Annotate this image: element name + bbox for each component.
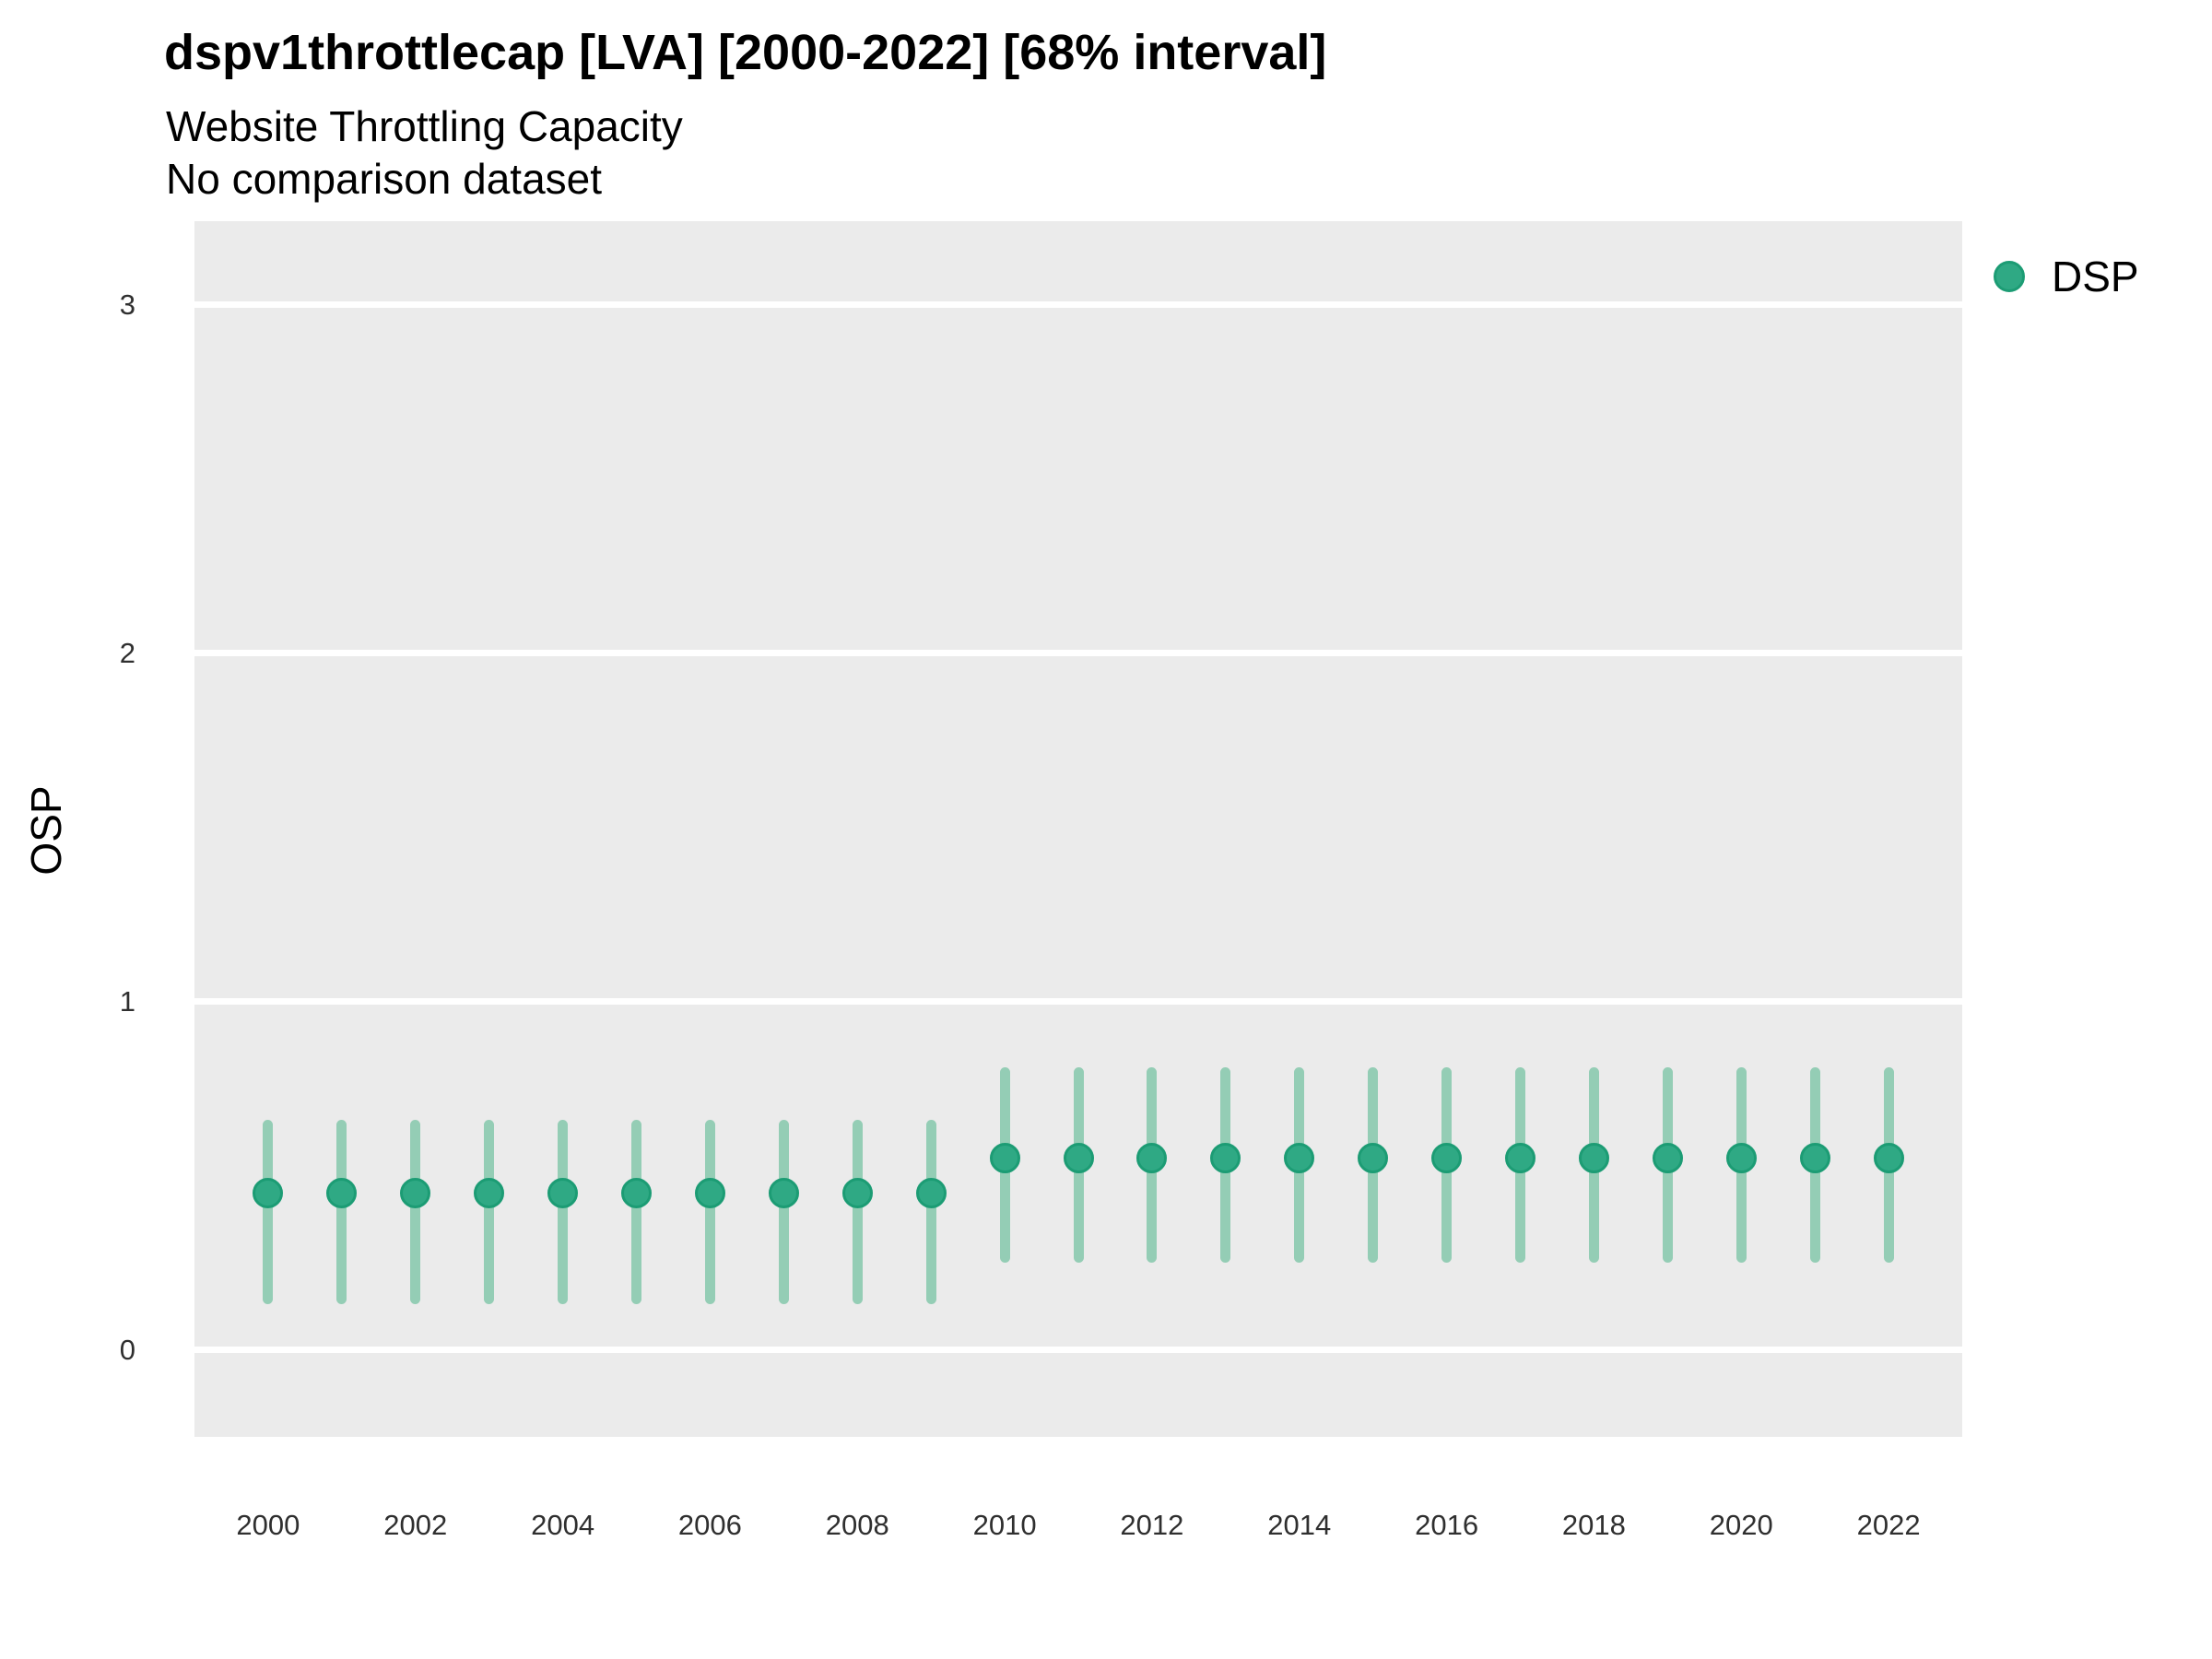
interval-bar bbox=[410, 1120, 421, 1305]
x-tick-label: 2018 bbox=[1561, 1509, 1626, 1541]
point-marker bbox=[474, 1177, 505, 1208]
interval-bar bbox=[484, 1120, 495, 1305]
x-tick-label: 2004 bbox=[531, 1509, 595, 1541]
y-tick-label: 3 bbox=[119, 288, 135, 321]
chart-subtitle: Website Throttling Capacity bbox=[166, 102, 683, 150]
y-axis-title: OSP bbox=[22, 785, 70, 876]
point-marker bbox=[1652, 1143, 1683, 1174]
point-marker bbox=[1431, 1143, 1463, 1174]
point-marker bbox=[694, 1177, 725, 1208]
x-tick-label: 2002 bbox=[383, 1509, 448, 1541]
interval-bar bbox=[631, 1120, 641, 1305]
point-marker bbox=[1136, 1143, 1168, 1174]
y-tick-label: 0 bbox=[119, 1333, 135, 1366]
x-tick-label: 2008 bbox=[825, 1509, 889, 1541]
point-marker bbox=[400, 1177, 431, 1208]
point-marker bbox=[915, 1177, 947, 1208]
x-tick-label: 2020 bbox=[1709, 1509, 1773, 1541]
interval-bar bbox=[263, 1120, 274, 1305]
y-gridline bbox=[194, 650, 1962, 657]
interval-bar bbox=[704, 1120, 715, 1305]
interval-bar bbox=[925, 1120, 936, 1305]
point-marker bbox=[621, 1177, 652, 1208]
x-tick-label: 2000 bbox=[236, 1509, 300, 1541]
chart-title: dspv1throttlecap [LVA] [2000-2022] [68% … bbox=[164, 25, 1327, 80]
legend-marker-dsp-icon bbox=[1994, 261, 2025, 292]
point-marker bbox=[1063, 1143, 1094, 1174]
point-marker bbox=[1799, 1143, 1830, 1174]
y-gridline bbox=[194, 301, 1962, 309]
x-tick-label: 2012 bbox=[1120, 1509, 1184, 1541]
x-tick-label: 2016 bbox=[1415, 1509, 1479, 1541]
interval-bar bbox=[336, 1120, 347, 1305]
point-marker bbox=[1505, 1143, 1535, 1174]
point-marker bbox=[989, 1143, 1020, 1174]
point-marker bbox=[1873, 1143, 1904, 1174]
y-tick-label: 2 bbox=[119, 636, 135, 669]
point-marker bbox=[841, 1177, 873, 1208]
point-marker bbox=[1358, 1143, 1389, 1174]
point-marker bbox=[547, 1177, 579, 1208]
point-marker bbox=[326, 1177, 358, 1208]
point-marker bbox=[1210, 1143, 1241, 1174]
point-marker bbox=[1725, 1143, 1757, 1174]
interval-bar bbox=[558, 1120, 569, 1305]
legend-label-dsp: DSP bbox=[2052, 253, 2139, 300]
plot-panel bbox=[194, 221, 1962, 1437]
x-tick-label: 2014 bbox=[1267, 1509, 1332, 1541]
x-tick-label: 2010 bbox=[972, 1509, 1037, 1541]
point-marker bbox=[1284, 1143, 1315, 1174]
y-tick-label: 1 bbox=[119, 984, 135, 1018]
interval-bar bbox=[778, 1120, 789, 1305]
x-tick-label: 2022 bbox=[1856, 1509, 1921, 1541]
interval-bar bbox=[852, 1120, 863, 1305]
comparison-note: No comparison dataset bbox=[166, 155, 603, 203]
y-gridline bbox=[194, 998, 1962, 1006]
point-marker bbox=[768, 1177, 799, 1208]
point-marker bbox=[1578, 1143, 1609, 1174]
y-gridline bbox=[194, 1347, 1962, 1354]
point-marker bbox=[253, 1177, 284, 1208]
x-tick-label: 2006 bbox=[677, 1509, 742, 1541]
